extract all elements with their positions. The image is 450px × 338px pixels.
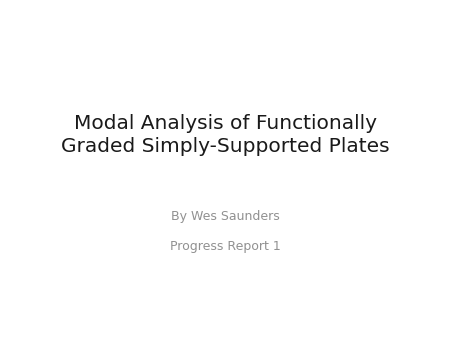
- Text: Modal Analysis of Functionally
Graded Simply-Supported Plates: Modal Analysis of Functionally Graded Si…: [61, 114, 389, 156]
- Text: Progress Report 1: Progress Report 1: [170, 240, 280, 253]
- Text: By Wes Saunders: By Wes Saunders: [171, 210, 279, 223]
